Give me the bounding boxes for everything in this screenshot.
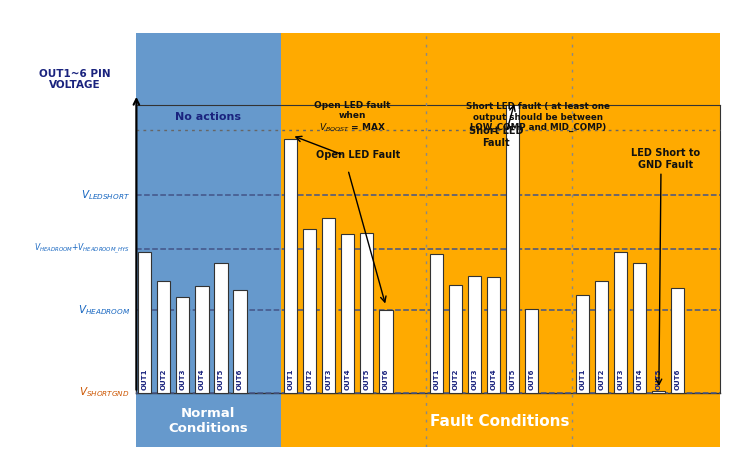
Text: OUT5: OUT5 — [656, 369, 662, 391]
Bar — [633, 263, 646, 392]
Text: OUT2: OUT2 — [599, 369, 605, 391]
Text: OUT6: OUT6 — [237, 369, 243, 391]
Bar — [614, 252, 627, 392]
Bar — [652, 391, 666, 392]
Text: $\mathit{V}_{\mathit{HEADROOM}}$+$\mathit{V}_{\mathit{HEADROOM\_HYS}}$: $\mathit{V}_{\mathit{HEADROOM}}$+$\mathi… — [34, 242, 130, 256]
Text: No actions: No actions — [175, 112, 241, 122]
Text: OUT6: OUT6 — [675, 369, 681, 391]
Text: Open LED fault
when
$\mathit{V}_{BOOST}$ = MAX: Open LED fault when $\mathit{V}_{BOOST}$… — [314, 101, 390, 134]
Text: OUT1~6 PIN
VOLTAGE: OUT1~6 PIN VOLTAGE — [39, 69, 111, 90]
Text: OUT4: OUT4 — [491, 369, 497, 391]
Text: LED Short to
GND Fault: LED Short to GND Fault — [631, 148, 700, 170]
Text: OUT1: OUT1 — [434, 369, 440, 391]
Bar — [595, 281, 609, 392]
Text: OUT5: OUT5 — [510, 369, 516, 391]
Bar — [672, 288, 684, 392]
Text: OUT3: OUT3 — [326, 369, 332, 391]
Bar — [195, 286, 209, 392]
Text: OUT3: OUT3 — [180, 369, 186, 391]
Text: OUT1: OUT1 — [142, 369, 148, 391]
Text: $\mathit{V}_{\mathit{SHORTGND}}$: $\mathit{V}_{\mathit{SHORTGND}}$ — [80, 386, 130, 400]
Bar — [430, 254, 444, 392]
Bar — [360, 233, 374, 392]
Bar — [176, 297, 189, 392]
Text: Open LED Fault: Open LED Fault — [317, 150, 400, 160]
Text: OUT2: OUT2 — [452, 369, 458, 391]
Text: OUT4: OUT4 — [345, 369, 351, 391]
Bar — [285, 139, 297, 392]
Bar — [322, 218, 335, 392]
Bar — [525, 309, 539, 392]
Text: OUT4: OUT4 — [637, 369, 643, 391]
Text: Short LED fault ( at least one
output should be between
LOW_COMP and MID_COMP): Short LED fault ( at least one output sh… — [467, 102, 610, 133]
Text: OUT3: OUT3 — [472, 369, 478, 391]
Text: OUT4: OUT4 — [199, 369, 205, 391]
Bar — [506, 105, 519, 392]
Text: Fault Conditions: Fault Conditions — [430, 414, 570, 429]
Text: OUT2: OUT2 — [161, 369, 167, 391]
Text: OUT2: OUT2 — [307, 369, 313, 391]
Bar — [380, 310, 392, 392]
Bar — [282, 33, 720, 446]
Bar — [138, 252, 152, 392]
Bar — [215, 263, 227, 392]
Text: Normal
Conditions: Normal Conditions — [169, 407, 248, 435]
Text: OUT6: OUT6 — [383, 369, 389, 391]
Bar — [487, 277, 501, 392]
Bar — [233, 290, 247, 392]
Bar — [303, 229, 317, 392]
Bar — [468, 276, 481, 392]
Text: Short LED
Fault: Short LED Fault — [469, 126, 523, 148]
Bar — [576, 296, 589, 392]
Text: $\mathit{V}_{\mathit{LEDSHORT}}$: $\mathit{V}_{\mathit{LEDSHORT}}$ — [81, 188, 130, 202]
Bar — [137, 33, 282, 446]
Text: OUT1: OUT1 — [580, 369, 585, 391]
Text: OUT6: OUT6 — [529, 369, 535, 391]
Text: OUT1: OUT1 — [288, 369, 293, 391]
Text: $\mathit{V}_{\mathit{HEADROOM}}$: $\mathit{V}_{\mathit{HEADROOM}}$ — [78, 303, 130, 317]
Text: OUT3: OUT3 — [617, 369, 624, 391]
Bar — [341, 235, 354, 392]
Text: OUT5: OUT5 — [218, 369, 224, 391]
Bar — [158, 281, 170, 392]
Bar — [450, 285, 462, 392]
Text: OUT5: OUT5 — [364, 369, 370, 391]
